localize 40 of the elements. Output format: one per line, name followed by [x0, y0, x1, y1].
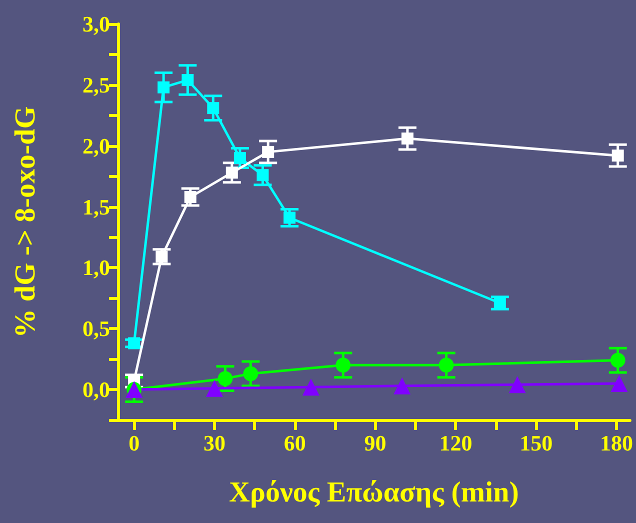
y-tick-label: 0,5: [82, 316, 110, 342]
x-tick-label: 180: [600, 430, 633, 456]
point: [156, 250, 168, 263]
point: [262, 146, 274, 158]
point: [394, 377, 411, 394]
point: [243, 366, 258, 382]
point: [612, 150, 624, 162]
x-tick-label: 120: [439, 430, 472, 456]
x-tick-label: 0: [128, 430, 140, 456]
y-tick-label: 1,5: [82, 194, 110, 220]
point: [610, 352, 626, 368]
y-tick-label: 1,0: [82, 255, 110, 280]
point: [128, 337, 140, 350]
point: [184, 191, 196, 204]
point: [284, 212, 296, 224]
point: [508, 376, 526, 394]
point: [182, 74, 194, 86]
point: [438, 358, 454, 373]
point: [336, 358, 351, 373]
point: [226, 166, 238, 179]
point: [302, 378, 320, 396]
x-tick-label: 60: [284, 430, 306, 456]
y-axis-title: % dG -> 8-oxo-dG: [10, 106, 42, 338]
point: [218, 371, 233, 386]
point: [256, 169, 269, 182]
point: [206, 380, 223, 397]
point: [234, 152, 246, 164]
point: [401, 132, 414, 145]
point: [494, 297, 506, 310]
y-tick-label: 0,0: [82, 377, 110, 402]
x-tick-label: 150: [520, 430, 553, 456]
x-axis-title: Χρόνος Επώασης (min): [228, 476, 519, 508]
y-tick-label: 2,5: [82, 72, 110, 98]
point: [158, 81, 170, 94]
point: [610, 374, 628, 392]
point: [207, 102, 220, 114]
y-tick-label: 3,0: [82, 12, 110, 36]
x-tick-label: 30: [203, 430, 226, 456]
y-tick-label: 2,0: [82, 133, 110, 158]
x-tick-label: 90: [364, 430, 386, 456]
